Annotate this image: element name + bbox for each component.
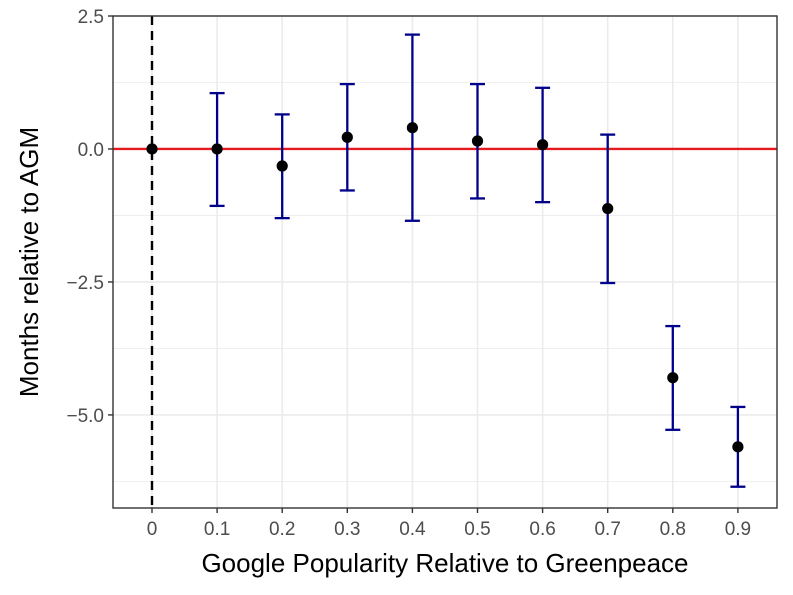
x-tick-label: 0.2 [269, 519, 295, 540]
data-points [146, 122, 744, 453]
x-axis-title: Google Popularity Relative to Greenpeace [201, 548, 688, 578]
x-tick-label: 0.9 [725, 519, 751, 540]
x-tick-label: 0.6 [529, 519, 555, 540]
panel-border [112, 15, 778, 509]
point-0.4 [406, 122, 418, 134]
point-0.8 [667, 372, 679, 384]
x-tick-label: 0.7 [594, 519, 620, 540]
x-tick-label: 0.5 [464, 519, 490, 540]
x-tick-label: 0 [147, 519, 158, 540]
point-0.7 [602, 202, 614, 215]
point-0.5 [471, 135, 484, 147]
point-0.9 [732, 441, 744, 453]
y-tick-label: 0.0 [78, 140, 104, 161]
x-tick-label: 0.4 [399, 519, 426, 540]
point-0.6 [537, 139, 549, 151]
point-0.3 [341, 131, 353, 143]
x-tick-label: 0.8 [660, 519, 686, 540]
y-axis-title: Months relative to AGM [14, 127, 44, 397]
x-tick-label: 0.3 [334, 519, 360, 540]
point-0.2 [276, 160, 288, 172]
point-0 [146, 143, 158, 155]
point-0.1 [211, 143, 223, 155]
y-tick-label: −5.0 [66, 406, 104, 427]
y-tick-label: 2.5 [78, 7, 104, 28]
y-axis-ticks: −5.0 −2.5 0.0 2.5 [66, 7, 113, 427]
y-tick-label: −2.5 [66, 273, 104, 294]
x-tick-label: 0.1 [204, 519, 230, 540]
grid-lines [113, 15, 777, 508]
x-axis-ticks: 0 0.1 0.2 0.3 0.4 0.5 0.6 0.7 0.8 0.9 [147, 508, 751, 540]
